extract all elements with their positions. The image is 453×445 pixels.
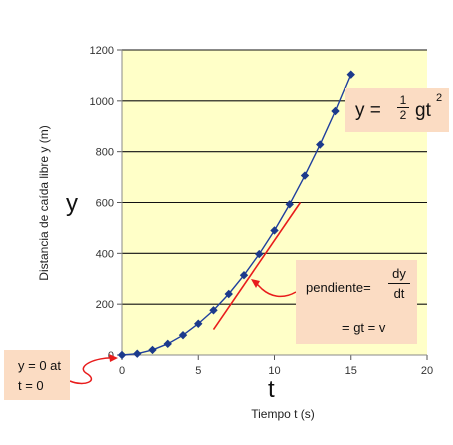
initial-arrow bbox=[69, 357, 115, 385]
data-point bbox=[194, 319, 203, 328]
data-point bbox=[178, 330, 188, 340]
tangent-line bbox=[212, 202, 302, 331]
equation-annotation: y = 1 2 gt 2 bbox=[345, 88, 449, 132]
slope-label: pendiente= bbox=[306, 280, 371, 295]
x-tick-label: 15 bbox=[345, 365, 357, 377]
series-group bbox=[117, 70, 355, 360]
equation-lhs: y = bbox=[355, 100, 381, 121]
data-point bbox=[117, 350, 127, 360]
x-tick-label: 5 bbox=[195, 365, 201, 377]
y-axis-label: Distancia de caída libre y (m) bbox=[37, 125, 51, 280]
slope-arrowhead bbox=[251, 279, 260, 288]
y-tick-label: 600 bbox=[96, 198, 114, 210]
initial-condition-line1: y = 0 at bbox=[18, 358, 61, 373]
tangent-group bbox=[212, 202, 302, 331]
series-line bbox=[121, 74, 352, 356]
fraction-bar bbox=[388, 283, 410, 284]
y-tick-labels: 020040060080010001200 bbox=[90, 45, 114, 362]
data-point bbox=[300, 171, 310, 180]
x-tick-labels: 0 5 10 15 20 bbox=[119, 365, 433, 377]
data-point bbox=[163, 339, 172, 349]
data-point bbox=[224, 289, 233, 299]
slope-result: = gt = v bbox=[342, 320, 386, 335]
equation-rhs: gt bbox=[415, 100, 431, 121]
data-point bbox=[209, 306, 218, 315]
x-axis-symbol: t bbox=[268, 376, 275, 403]
y-tick-label: 200 bbox=[96, 299, 114, 311]
data-point bbox=[239, 270, 249, 280]
data-point bbox=[148, 345, 157, 355]
data-point bbox=[255, 249, 264, 259]
axes bbox=[121, 50, 427, 356]
equation-fraction-numerator: 1 bbox=[399, 93, 407, 107]
initial-condition-line2: t = 0 bbox=[18, 378, 44, 393]
x-tick-label: 0 bbox=[119, 365, 125, 377]
slope-fraction: dy dt bbox=[388, 266, 410, 301]
slope-fraction-denominator: dt bbox=[393, 286, 405, 301]
equation-fraction: 1 2 bbox=[397, 94, 409, 121]
x-tick-label: 10 bbox=[268, 365, 280, 377]
data-point bbox=[133, 349, 142, 358]
fraction-bar bbox=[397, 107, 409, 108]
x-axis-label: Tiempo t (s) bbox=[251, 407, 315, 421]
slope-annotation: pendiente= dy dt = gt = v bbox=[296, 260, 417, 344]
initial-condition-annotation: y = 0 at t = 0 bbox=[4, 350, 70, 400]
data-point bbox=[331, 106, 340, 116]
y-tick-label: 800 bbox=[96, 147, 114, 159]
slope-fraction-numerator: dy bbox=[392, 266, 406, 281]
x-tick-label: 20 bbox=[421, 365, 433, 377]
y-tick-label: 400 bbox=[96, 248, 114, 260]
equation-fraction-denominator: 2 bbox=[399, 108, 407, 122]
equation-exponent: 2 bbox=[436, 92, 443, 104]
data-point bbox=[285, 200, 294, 209]
y-tick-label: 1000 bbox=[90, 96, 114, 108]
y-tick-label: 1200 bbox=[90, 45, 114, 57]
data-point bbox=[316, 140, 325, 149]
data-point bbox=[270, 226, 279, 235]
initial-arrowhead bbox=[109, 354, 118, 362]
y-axis-symbol: y bbox=[66, 190, 78, 217]
data-point bbox=[346, 70, 355, 79]
